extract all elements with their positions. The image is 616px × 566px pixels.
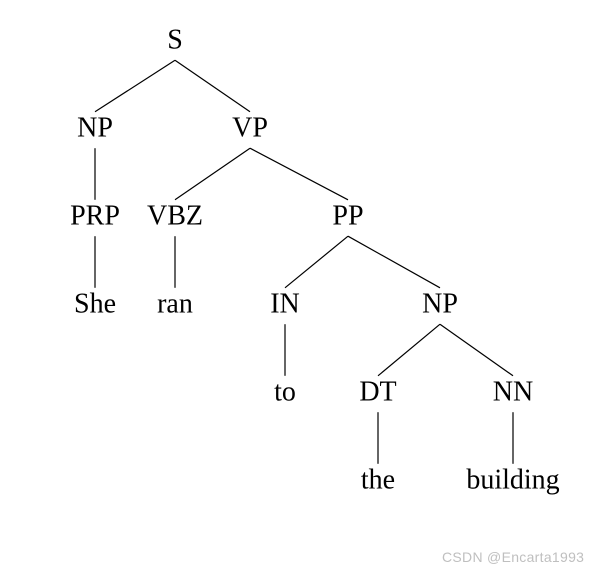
tree-node-prp: PRP (70, 200, 120, 231)
parse-tree: S NP VP PRP VBZ PP She ran IN NP to DT NN the building (0, 0, 616, 566)
tree-edge (250, 148, 348, 200)
tree-edge (95, 60, 175, 112)
tree-node-ran: ran (157, 288, 193, 319)
tree-node-s: S (167, 24, 183, 55)
tree-node-vp: VP (232, 112, 268, 143)
tree-edge (378, 324, 440, 376)
tree-node-np1: NP (77, 112, 113, 143)
tree-node-to: to (274, 376, 296, 407)
tree-edge (348, 236, 440, 288)
watermark: CSDN @Encarta1993 (442, 549, 584, 565)
tree-edge (175, 148, 250, 200)
tree-node-vbz: VBZ (147, 200, 203, 231)
tree-node-np2: NP (422, 288, 458, 319)
tree-node-bld: building (466, 464, 559, 495)
tree-edge (175, 60, 250, 112)
tree-node-she: She (74, 288, 116, 319)
tree-edge (440, 324, 513, 376)
tree-node-dt: DT (359, 376, 396, 407)
tree-node-pp: PP (332, 200, 363, 231)
watermark-text: CSDN @Encarta1993 (442, 549, 584, 565)
tree-node-the: the (361, 464, 395, 495)
tree-node-in: IN (270, 288, 300, 319)
tree-edge (285, 236, 348, 288)
edges-layer (95, 60, 513, 464)
tree-node-nn: NN (493, 376, 533, 407)
nodes-layer: S NP VP PRP VBZ PP She ran IN NP to DT NN the building (70, 24, 560, 495)
